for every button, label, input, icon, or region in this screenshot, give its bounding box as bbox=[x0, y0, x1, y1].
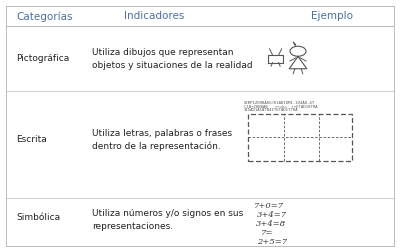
Text: 3+4=8: 3+4=8 bbox=[256, 220, 286, 228]
Text: Utiliza letras, palabras o frases
dentro de la representación.: Utiliza letras, palabras o frases dentro… bbox=[92, 129, 232, 151]
Text: 315AD1A1ATR4ITETADITTRA: 315AD1A1ATR4ITETADITTRA bbox=[244, 108, 299, 112]
Text: 2+5=7: 2+5=7 bbox=[257, 238, 287, 246]
Text: 7=: 7= bbox=[261, 229, 274, 237]
Text: Pictográfica: Pictográfica bbox=[16, 54, 69, 63]
Text: C1B+Z0B8AB   ++=k=  ++ETAD18TRA: C1B+Z0B8AB ++=k= ++ETAD18TRA bbox=[244, 104, 318, 108]
Text: 3+4=7: 3+4=7 bbox=[257, 211, 287, 219]
Text: Indicadores: Indicadores bbox=[124, 11, 184, 21]
FancyBboxPatch shape bbox=[6, 6, 394, 246]
Text: Simbólica: Simbólica bbox=[16, 213, 60, 222]
Text: Utiliza números y/o signos en sus
representaciones.: Utiliza números y/o signos en sus repres… bbox=[92, 209, 243, 231]
Text: Ejemplo: Ejemplo bbox=[311, 11, 353, 21]
Text: SIRP1ZERBA8G/K1ABIDMI.1U4A8.4T: SIRP1ZERBA8G/K1ABIDMI.1U4A8.4T bbox=[244, 101, 315, 105]
Text: Categorías: Categorías bbox=[16, 11, 72, 22]
Text: Escrita: Escrita bbox=[16, 136, 47, 144]
Text: Utiliza dibujos que representan
objetos y situaciones de la realidad: Utiliza dibujos que representan objetos … bbox=[92, 48, 253, 70]
Text: 7+0=7: 7+0=7 bbox=[254, 202, 284, 210]
